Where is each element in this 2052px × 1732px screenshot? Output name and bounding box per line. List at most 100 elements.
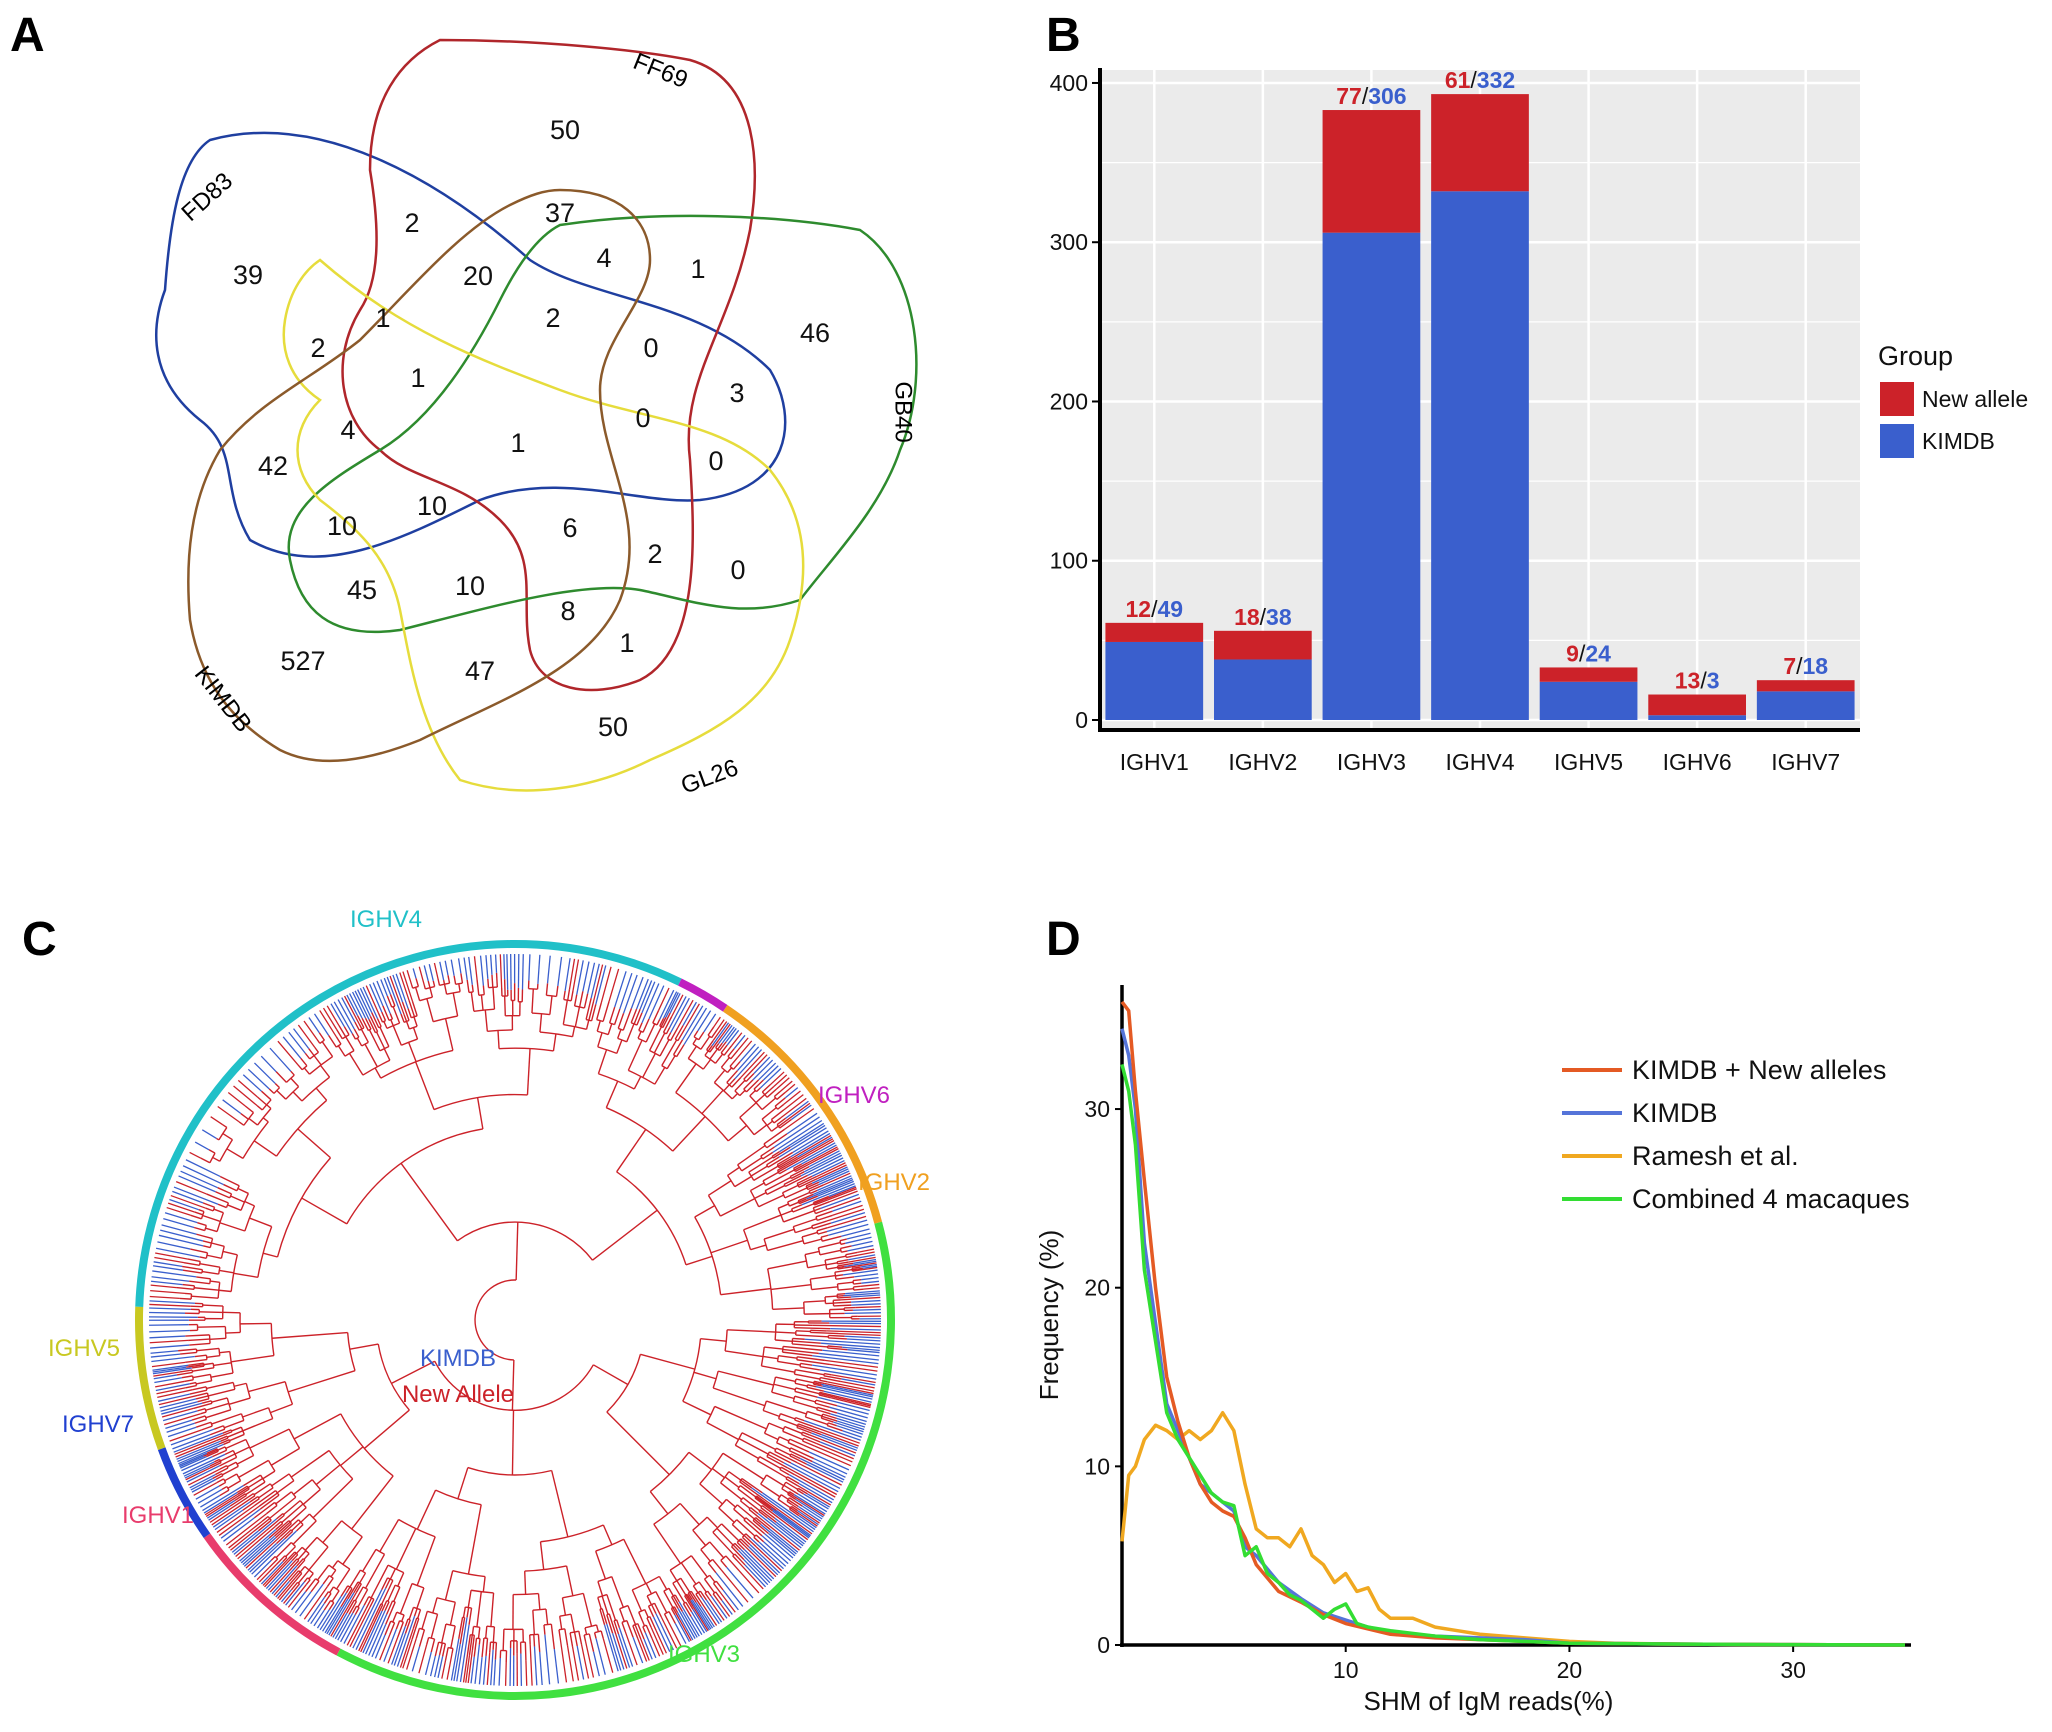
tree-internal-branch [714,1053,724,1064]
venn-region-count: 50 [550,115,580,145]
tree-leaf-branch [779,1080,793,1093]
tree-internal-arc [256,1108,272,1126]
tree-internal-arc [663,1587,670,1592]
tree-internal-arc [392,1600,396,1603]
tree-leaf-branch [817,1164,847,1179]
tree-internal-arc [218,1348,221,1356]
tree-leaf-branch [239,1529,277,1562]
tree-internal-branch [416,1587,425,1609]
tree-internal-branch [715,1591,723,1601]
tree-internal-branch [206,1254,222,1259]
tree-internal-branch [225,1331,241,1334]
bar-label-ighv3: 77/306 [1336,83,1406,109]
tree-leaf-branch [152,1367,192,1375]
tree-leaf-branch [473,956,478,980]
tree-internal-branch [813,1198,825,1205]
tree-internal-branch [199,1311,223,1314]
tree-internal-branch [268,1520,290,1539]
tree-internal-branch [349,1569,362,1588]
tree-internal-branch [227,1480,241,1489]
tree-internal-branch [820,1234,829,1238]
tree-internal-branch [811,1220,827,1227]
tree-internal-branch [449,1602,456,1626]
tree-leaf-branch [319,1010,337,1038]
tree-leaf-branch [334,1613,350,1640]
tree-leaf-branch [175,1180,207,1195]
tree-leaf-branch [670,997,690,1033]
tree-internal-branch [386,995,393,1008]
tree-internal-branch [764,1085,775,1096]
tree-leaf-branch [797,1493,828,1513]
tree-leaf-branch [271,1565,298,1595]
tree-internal-branch [313,1055,322,1066]
tree-leaf-branch [528,954,531,981]
tree-leaf-branch [153,1371,181,1377]
tree-internal-branch [795,1368,825,1376]
tree-leaf-branch [222,1099,242,1115]
tree-branches [148,953,882,1686]
tree-leaf-branch [465,1655,471,1683]
tree-leaf-branch [851,1251,875,1258]
tree-internal-branch [584,1627,588,1635]
tree-leaf-branch [736,1559,764,1590]
tree-internal-branch [837,1259,849,1263]
tree-internal-branch [767,1151,794,1168]
tree-leaf-branch [655,1630,668,1654]
tree-internal-branch [755,1087,761,1093]
tree-internal-branch [837,1265,845,1269]
tree-internal-branch [634,1624,642,1640]
tree-leaf-branch [411,1646,421,1672]
tree-internal-branch [223,1419,245,1429]
tree-leaf-branch [683,1007,708,1045]
tree-internal-branch [840,1245,852,1250]
tree-leaf-branch [760,1523,797,1555]
tree-leaf-branch [459,1624,470,1683]
tree-internal-branch [790,1507,800,1515]
tree-internal-branch [837,1261,849,1265]
tree-leaf-branch [803,1420,861,1441]
x-tick-label-ighv2: IGHV2 [1228,749,1297,775]
tree-leaf-branch [726,1566,754,1599]
tree-internal-branch [718,1507,735,1523]
tree-leaf-branch [172,1190,204,1204]
tree-leaf-branch [743,1544,777,1578]
tree-leaf-branch [637,1638,648,1662]
tree-internal-arc [204,1415,208,1420]
tree-internal-branch [199,1262,220,1268]
tree-leaf-branch [389,975,405,1016]
tree-internal-branch [308,1573,314,1580]
venn-region-count: 527 [280,646,325,676]
tree-internal-branch [571,1026,576,1037]
tree-internal-branch [192,1367,214,1372]
series-lines [1120,1000,1906,1647]
tree-internal-branch [489,1642,492,1653]
tree-internal-branch [569,1632,574,1647]
tree-internal-arc [398,1518,436,1538]
tree-internal-branch [202,1240,212,1244]
tree-leaf-branch [721,1026,735,1044]
tree-internal-branch [429,987,434,998]
tree-internal-branch [190,1248,208,1254]
tree-internal-branch [739,1089,746,1097]
tree-leaf-branch [155,1380,185,1388]
tree-internal-branch [690,1590,702,1607]
tree-internal-branch [685,1594,694,1608]
tree-internal-branch [731,1523,745,1537]
tree-internal-branch [602,1524,613,1546]
tree-internal-branch [213,1425,224,1430]
tree-internal-branch [219,1489,230,1497]
tree-internal-branch [825,1295,838,1298]
tree-leaf-branch [346,994,359,1016]
bar-kimdb-ighv2 [1214,659,1312,720]
tree-leaf-branch [322,1007,338,1030]
tree-leaf-branch [399,1628,414,1668]
tree-internal-branch [497,1030,500,1049]
tree-internal-branch [593,1364,629,1386]
tree-internal-arc [796,1488,799,1491]
tree-leaf-branch [592,1651,600,1677]
tree-internal-arc [748,1171,755,1181]
tree-internal-branch [276,1090,287,1100]
tree-internal-branch [827,1347,848,1351]
